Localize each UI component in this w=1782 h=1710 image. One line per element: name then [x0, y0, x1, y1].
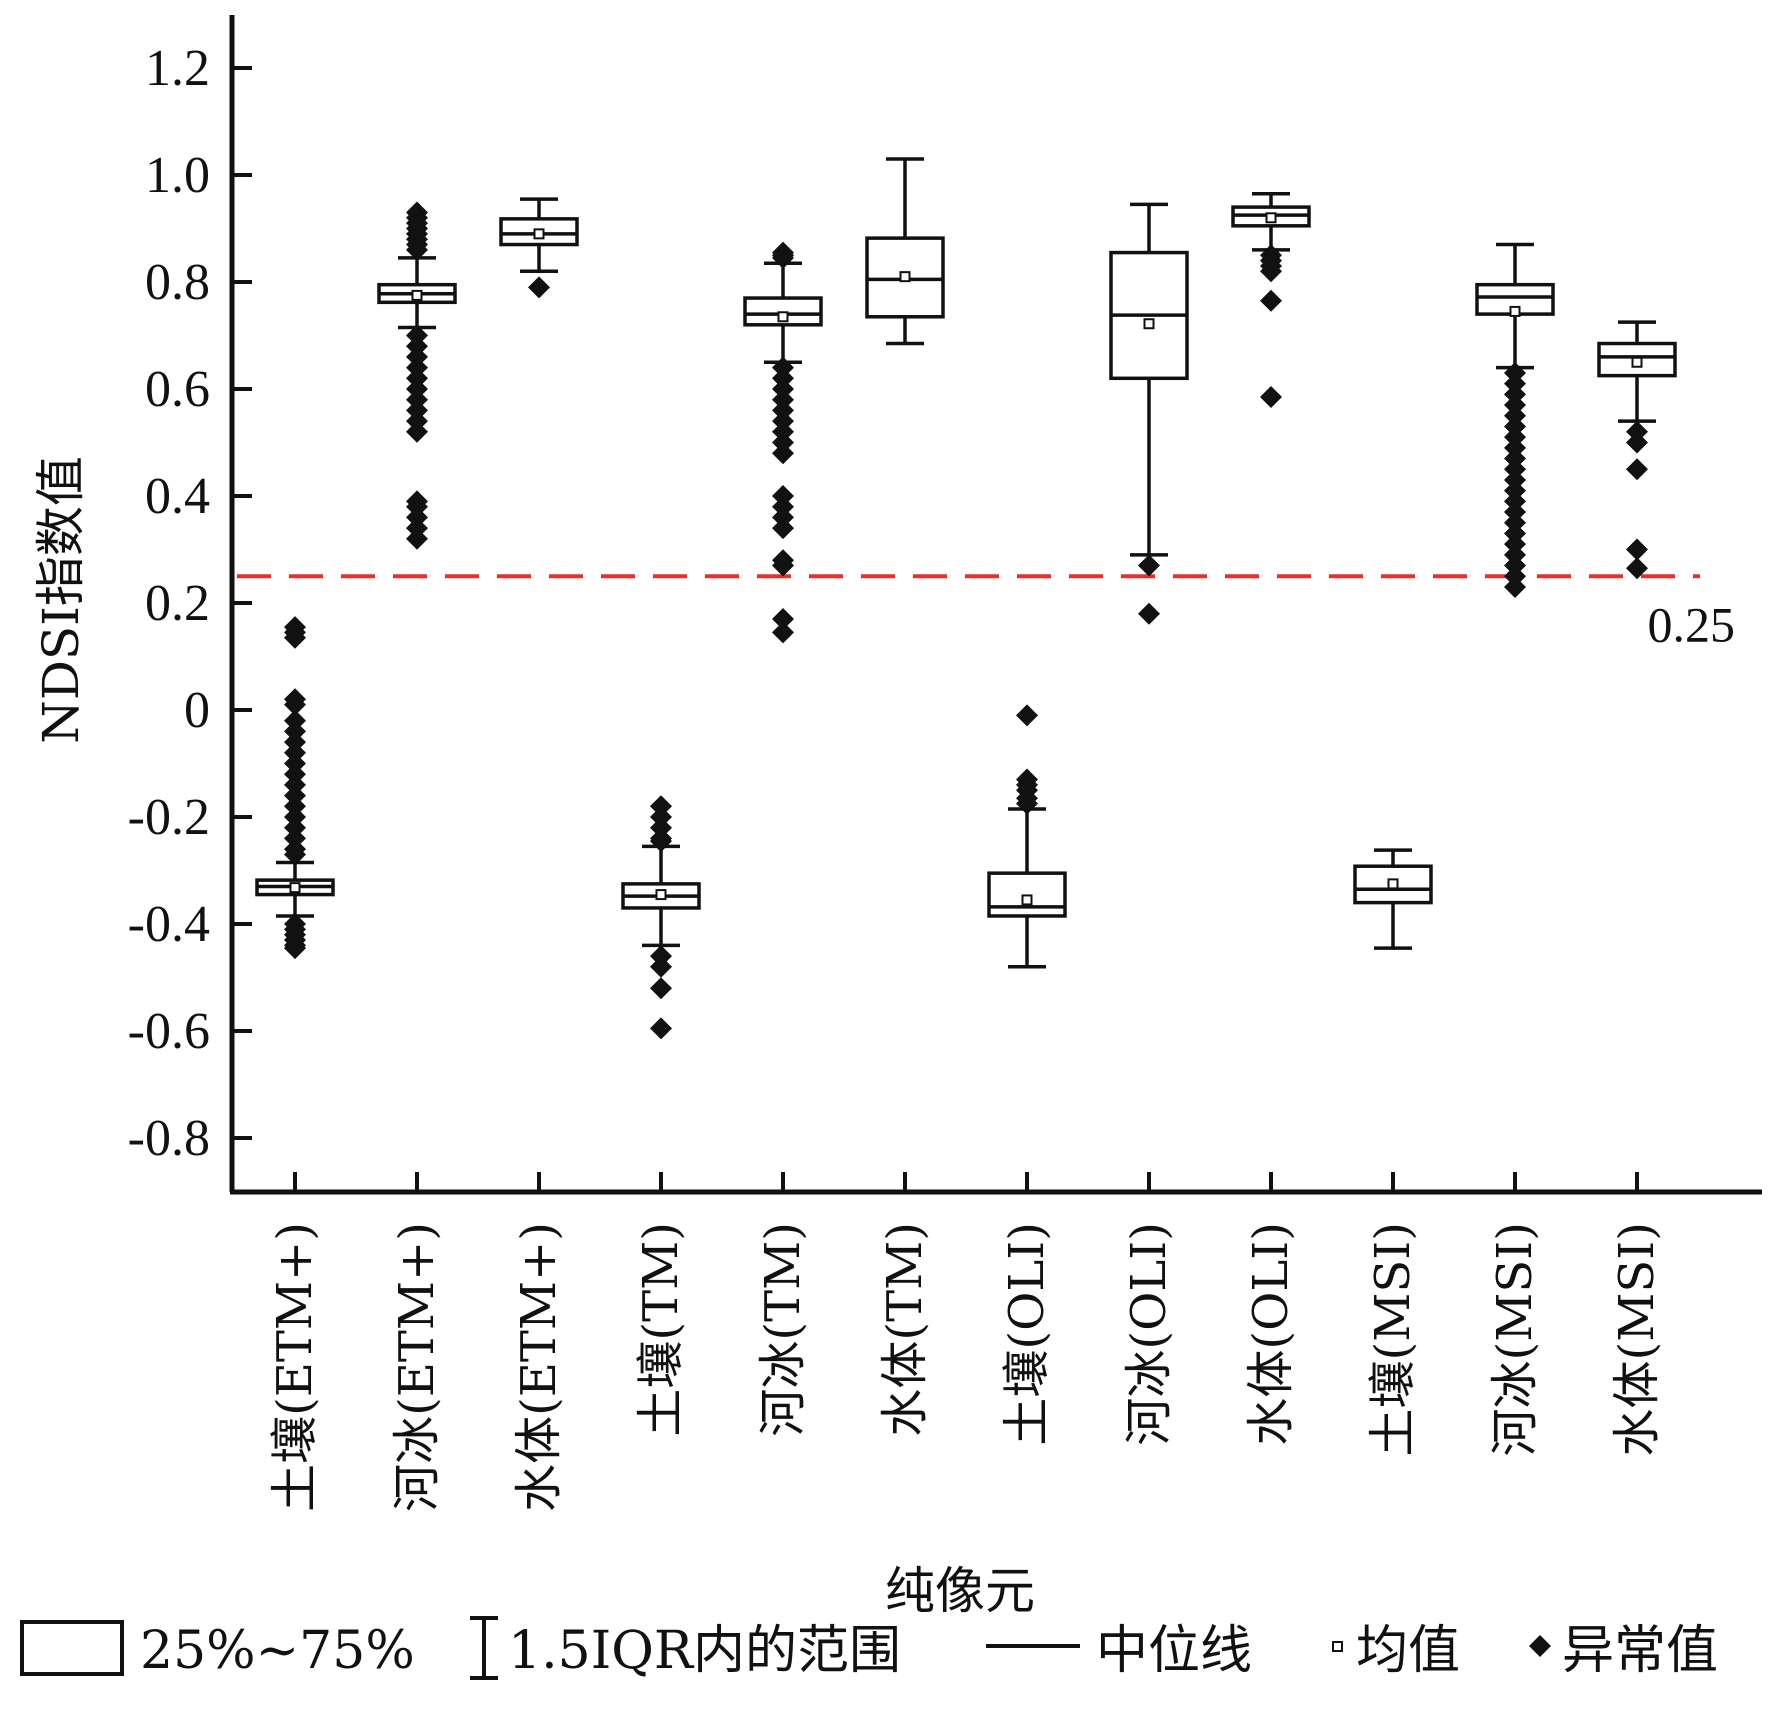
outlier-point — [1626, 431, 1648, 454]
box-group — [377, 201, 457, 550]
box-group — [865, 157, 945, 346]
outlier-point — [1504, 575, 1526, 598]
box-group — [743, 241, 823, 644]
outlier-point — [650, 955, 672, 978]
mean-marker — [533, 228, 545, 240]
mean-marker — [1021, 894, 1033, 906]
outlier-point — [284, 937, 306, 960]
x-category-label: 河冰(ETM+) — [389, 1222, 445, 1512]
y-tick-label: 0.2 — [145, 575, 210, 632]
x-category-label: 土壤(OLI) — [999, 1222, 1055, 1446]
mean-marker — [777, 311, 789, 323]
y-axis-title: NDSI指数值 — [32, 456, 90, 744]
legend-outlier-symbol — [1529, 1635, 1551, 1657]
outlier-point — [1626, 458, 1648, 481]
box-group — [987, 704, 1067, 969]
legend-box-symbol — [20, 1620, 124, 1676]
outlier-point — [1016, 792, 1038, 815]
legend-label: 25%~75% — [140, 1621, 415, 1681]
axes-layer — [229, 15, 1762, 1195]
legend-label: 中位线 — [1096, 1621, 1252, 1681]
outlier-point — [772, 442, 794, 465]
outlier-point — [284, 693, 306, 716]
outlier-point — [406, 238, 428, 261]
y-tick-label: -0.8 — [128, 1110, 210, 1167]
legend-label: 均值 — [1356, 1621, 1460, 1681]
outlier-point — [528, 276, 550, 299]
outlier-point — [1626, 538, 1648, 561]
y-tick-label: -0.2 — [128, 789, 210, 846]
outlier-point — [1260, 386, 1282, 409]
mean-marker — [1631, 356, 1643, 368]
mean-marker — [1143, 318, 1155, 330]
y-tick-label: 0.6 — [145, 361, 210, 418]
x-category-label: 水体(OLI) — [1243, 1222, 1299, 1446]
outlier-point — [1626, 557, 1648, 580]
legend-mean-symbol — [1332, 1641, 1343, 1652]
outlier-point — [650, 1017, 672, 1040]
outlier-point — [1138, 602, 1160, 625]
outlier-point — [772, 608, 794, 631]
y-tick-label: -0.6 — [128, 1003, 210, 1060]
box-group — [1597, 320, 1677, 580]
outlier-point — [1016, 704, 1038, 727]
y-tick-label: 0.4 — [145, 468, 210, 525]
outlier-point — [772, 246, 794, 269]
outlier-point — [772, 621, 794, 644]
y-tick-label: 1.0 — [145, 147, 210, 204]
outlier-point — [406, 420, 428, 443]
x-category-label: 河冰(OLI) — [1121, 1222, 1177, 1446]
x-category-label: 土壤(TM) — [633, 1222, 689, 1437]
box-iqr — [987, 871, 1067, 918]
outlier-point — [1260, 289, 1282, 312]
y-tick-label: 1.2 — [145, 40, 210, 97]
outlier-point — [406, 527, 428, 550]
y-tick-label: -0.4 — [128, 896, 210, 953]
mean-marker — [1265, 212, 1277, 224]
box-group — [621, 795, 701, 1040]
box-group — [1475, 242, 1555, 598]
outlier-point — [772, 554, 794, 577]
outlier-point — [1138, 554, 1160, 577]
boxes-layer — [255, 157, 1677, 1040]
box-group — [499, 197, 579, 299]
box-group — [255, 616, 335, 960]
box-group — [1109, 202, 1189, 625]
x-category-label: 水体(ETM+) — [511, 1222, 567, 1512]
mean-marker — [1387, 878, 1399, 890]
outlier-point — [650, 830, 672, 853]
y-tick-label: 0.8 — [145, 254, 210, 311]
x-category-label: 河冰(TM) — [755, 1222, 811, 1437]
mean-marker — [1509, 305, 1521, 317]
box-group — [1231, 191, 1311, 409]
legend-label: 1.5IQR内的范围 — [508, 1621, 901, 1681]
reference-line-label: 0.25 — [1648, 596, 1736, 652]
outlier-point — [1260, 260, 1282, 283]
mean-marker — [289, 882, 301, 894]
x-category-label: 土壤(ETM+) — [267, 1222, 323, 1512]
y-tick-label: 0 — [184, 682, 210, 739]
outlier-point — [284, 626, 306, 649]
x-category-label: 河冰(MSI) — [1487, 1222, 1543, 1456]
x-category-label: 水体(MSI) — [1609, 1222, 1665, 1456]
outlier-point — [284, 843, 306, 866]
mean-marker — [655, 889, 667, 901]
x-axis-title: 纯像元 — [885, 1562, 1035, 1620]
outlier-point — [772, 517, 794, 540]
outlier-point — [650, 977, 672, 1000]
legend: 25%~75% 1.5IQR内的范围 中位线 均值 异常值 — [20, 1616, 1718, 1681]
box-group — [1353, 848, 1433, 950]
labels-layer: -0.8 -0.6 -0.4 -0.2 0 0.2 0.4 0.6 0.8 1.0 1.2 NDSI指… — [32, 40, 1735, 1620]
x-category-label: 土壤(MSI) — [1365, 1222, 1421, 1456]
mean-marker — [411, 289, 423, 301]
x-category-label: 水体(TM) — [877, 1222, 933, 1437]
mean-marker — [899, 271, 911, 283]
legend-label: 异常值 — [1562, 1621, 1718, 1681]
